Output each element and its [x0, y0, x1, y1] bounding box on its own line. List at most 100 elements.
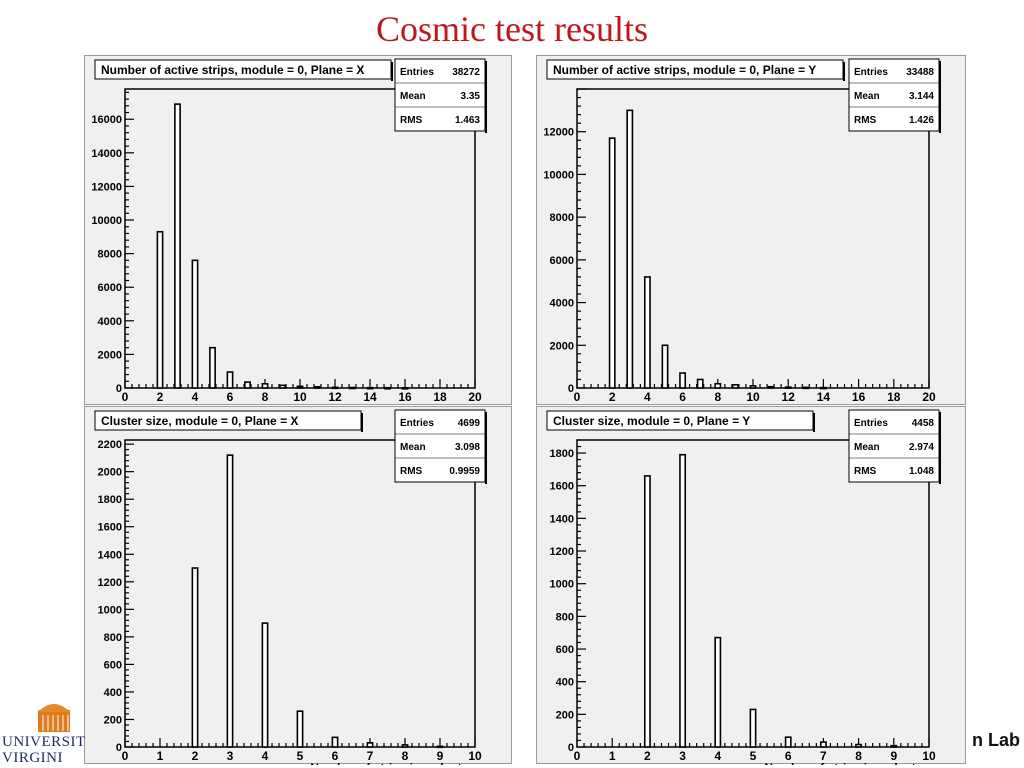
histogram-title: Number of active strips, module = 0, Pla…: [553, 63, 816, 77]
y-tick-label: 0: [116, 742, 122, 754]
histogram-bar: [784, 386, 792, 389]
title-box-shadow: [361, 413, 363, 432]
y-tick-label: 1200: [98, 577, 122, 589]
histogram-bar: [608, 137, 616, 389]
y-tick-label: 2000: [98, 467, 122, 479]
x-tick-label: 2: [192, 749, 199, 763]
histogram-bar: [349, 386, 356, 390]
y-tick-label: 0: [116, 383, 122, 395]
x-tick-label: 18: [433, 390, 447, 404]
footer-lab-label: n Lab: [972, 730, 1020, 750]
y-tick-label: 1400: [550, 513, 574, 525]
stats-value: 3.098: [455, 442, 480, 453]
y-tick-label: 1000: [550, 579, 574, 591]
histogram-bar: [331, 386, 339, 390]
y-tick-label: 0: [568, 383, 574, 395]
x-tick-label: 20: [922, 390, 936, 404]
x-tick-label: 4: [262, 749, 269, 763]
stats-value: 1.048: [909, 466, 934, 477]
histogram-bar: [296, 385, 304, 389]
histogram-bar: [331, 736, 339, 748]
x-axis-label: Number of strips in a cluster: [310, 761, 473, 765]
y-tick-label: 400: [104, 687, 122, 699]
histogram-panel-cluster-x: 0 200 400 600 800 1000 1200 1400 1600 1800 2000 220…: [84, 406, 512, 765]
x-tick-label: 1: [157, 749, 164, 763]
stats-box: [848, 58, 940, 132]
histogram-bar: [626, 109, 634, 389]
y-tick-label: 8000: [550, 212, 574, 224]
x-tick-label: 3: [679, 749, 686, 763]
title-box-shadow: [813, 413, 815, 432]
y-tick-label: 0: [568, 742, 574, 754]
histogram-bar: [296, 710, 304, 748]
histogram-bar: [401, 744, 409, 748]
slide-title: Cosmic test results: [376, 9, 648, 49]
x-tick-label: 0: [122, 749, 129, 763]
logo-line-1: UNIVERSIT: [2, 734, 86, 750]
histogram-panel-strips-x: 0 2000 4000 6000 8000 10000 12000 14000 16000 0 2 4…: [84, 55, 512, 405]
stats-label: RMS: [400, 466, 423, 477]
title-box-shadow: [843, 62, 845, 81]
histogram-title: Cluster size, module = 0, Plane = X: [101, 414, 298, 428]
stats-value: 4458: [912, 418, 935, 429]
x-tick-label: 6: [679, 390, 686, 404]
x-tick-label: 1: [609, 749, 616, 763]
histogram-bar: [401, 387, 409, 390]
y-tick-label: 800: [556, 611, 574, 623]
x-tick-label: 10: [746, 390, 760, 404]
x-tick-label: 20: [468, 390, 482, 404]
y-tick-label: 1600: [98, 522, 122, 534]
x-tick-label: 2: [609, 390, 616, 404]
x-tick-label: 8: [262, 390, 269, 404]
x-tick-label: 2: [644, 749, 651, 763]
stats-label: Mean: [400, 91, 426, 102]
y-tick-label: 600: [556, 644, 574, 656]
stats-box-shadow: [485, 412, 487, 484]
stats-box: [394, 58, 486, 132]
stats-value: 4699: [458, 418, 481, 429]
y-tick-label: 12000: [91, 181, 122, 193]
histogram-bar: [819, 741, 827, 748]
y-tick-label: 10000: [543, 169, 574, 181]
x-tick-label: 8: [402, 749, 409, 763]
histogram-bar: [261, 622, 269, 748]
plot-frame: [124, 439, 476, 748]
histogram-bar: [696, 378, 704, 389]
y-tick-label: 2200: [98, 439, 122, 451]
x-tick-label: 0: [574, 390, 581, 404]
y-tick-label: 200: [556, 709, 574, 721]
y-tick-label: 10000: [91, 215, 122, 227]
stats-box-shadow: [485, 61, 487, 133]
histogram-bar: [436, 745, 444, 749]
x-tick-label: 6: [785, 749, 792, 763]
x-tick-label: 5: [297, 749, 304, 763]
stats-label: Entries: [854, 418, 888, 429]
stats-label: RMS: [854, 466, 877, 477]
stats-label: Entries: [854, 67, 888, 78]
x-tick-label: 3: [227, 749, 234, 763]
y-tick-label: 12000: [543, 127, 574, 139]
x-tick-label: 16: [852, 390, 866, 404]
rotunda-icon: [38, 704, 70, 732]
histogram-bar: [802, 386, 810, 390]
x-tick-label: 4: [192, 390, 199, 404]
stats-value: 0.9959: [449, 466, 480, 477]
histogram-bar: [174, 103, 181, 389]
y-tick-label: 6000: [98, 282, 122, 294]
histogram-bar: [890, 744, 898, 748]
histogram-bar: [643, 475, 651, 748]
y-tick-label: 800: [104, 632, 122, 644]
x-tick-label: 0: [122, 390, 129, 404]
stats-value: 33488: [906, 67, 934, 78]
histogram-bar: [244, 381, 251, 389]
stats-label: Entries: [400, 67, 434, 78]
y-tick-label: 1600: [550, 481, 574, 493]
stats-box: [394, 409, 486, 483]
stats-value: 3.144: [909, 91, 934, 102]
y-tick-label: 200: [104, 714, 122, 726]
y-tick-label: 4000: [98, 316, 122, 328]
histogram-bar: [314, 386, 321, 389]
y-tick-label: 4000: [550, 298, 574, 310]
histogram-bar: [767, 385, 775, 389]
histogram-bar: [156, 230, 164, 389]
